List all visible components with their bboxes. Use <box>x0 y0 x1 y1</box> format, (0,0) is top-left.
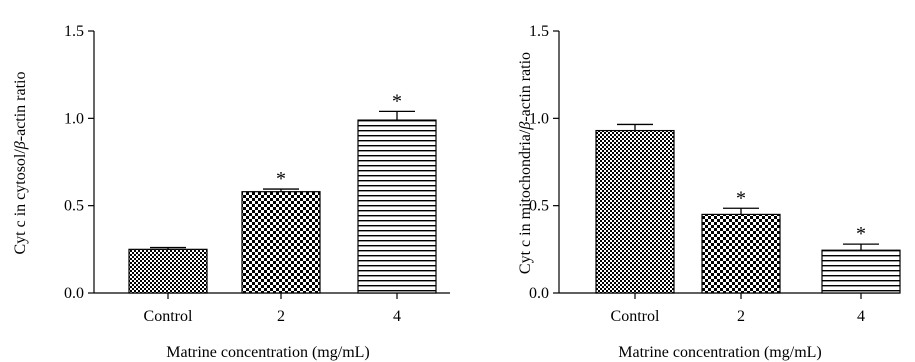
cytosol-x-tick-label: 4 <box>393 308 401 325</box>
mitochondria-x-tick-label: Control <box>611 308 660 325</box>
cytosol-significance-3: * <box>392 90 402 112</box>
mitochondria-y-tick-label: 0.0 <box>529 285 549 302</box>
panel-mitochondria-y-label-part-1: Cyt c in mitochondria/ <box>517 129 534 274</box>
cytosol-bar-2 <box>241 191 321 294</box>
mitochondria-significance-2: * <box>736 187 746 209</box>
mitochondria-x-tick-label: 2 <box>737 308 745 325</box>
panel-cytosol-y-label-part-2: -actin ratio <box>12 71 29 141</box>
mitochondria-significance-3: * <box>856 223 866 245</box>
panel-mitochondria-y-label-beta: β <box>517 122 534 131</box>
mitochondria-bar-1 <box>595 129 675 294</box>
cytosol-bar-3 <box>357 119 437 294</box>
panel-cytosol-x-axis-label: Matrine concentration (mg/mL) <box>166 344 369 361</box>
cytosol-y-tick-label: 1.5 <box>64 23 84 40</box>
panel-mitochondria: 0.0 0.5 1.0 1.5 Control * 2 * 4 Matrine concentr… <box>517 23 901 361</box>
mitochondria-x-tick-label: 4 <box>857 308 865 325</box>
cytosol-significance-2: * <box>276 168 286 190</box>
panel-mitochondria-plot: 0.0 0.5 1.0 1.5 Control * 2 * 4 <box>529 23 901 325</box>
panel-mitochondria-y-axis-label: Cyt c in mitochondria/β-actin ratio <box>517 52 534 274</box>
cytosol-bar-1 <box>128 248 208 294</box>
cytosol-y-tick-label: 1.0 <box>64 110 84 127</box>
mitochondria-y-tick-label: 0.5 <box>529 198 549 215</box>
panel-cytosol-y-label-part-1: Cyt c in cytosol/ <box>12 149 29 255</box>
panel-cytosol-y-axis-label: Cyt c in cytosol/β-actin ratio <box>12 71 29 254</box>
panel-cytosol-plot: 0.0 0.5 1.0 1.5 Control * 2 * 4 <box>64 23 450 325</box>
panel-cytosol-y-label-beta: β <box>12 141 29 150</box>
cytosol-y-tick-label: 0.5 <box>64 198 84 215</box>
cytosol-y-tick-label: 0.0 <box>64 285 84 302</box>
panel-mitochondria-y-label-part-2: -actin ratio <box>517 52 534 122</box>
mitochondria-bar-3 <box>821 249 901 294</box>
mitochondria-y-tick-label: 1.5 <box>529 23 549 40</box>
mitochondria-y-tick-label: 1.0 <box>529 110 549 127</box>
mitochondria-bar-2 <box>701 213 781 294</box>
panel-mitochondria-x-axis-label: Matrine concentration (mg/mL) <box>618 344 821 361</box>
cytosol-x-tick-label: 2 <box>277 308 285 325</box>
panel-cytosol: 0.0 0.5 1.0 1.5 Control * 2 * 4 Matrine concentr… <box>12 23 450 361</box>
cytosol-x-tick-label: Control <box>144 308 193 325</box>
